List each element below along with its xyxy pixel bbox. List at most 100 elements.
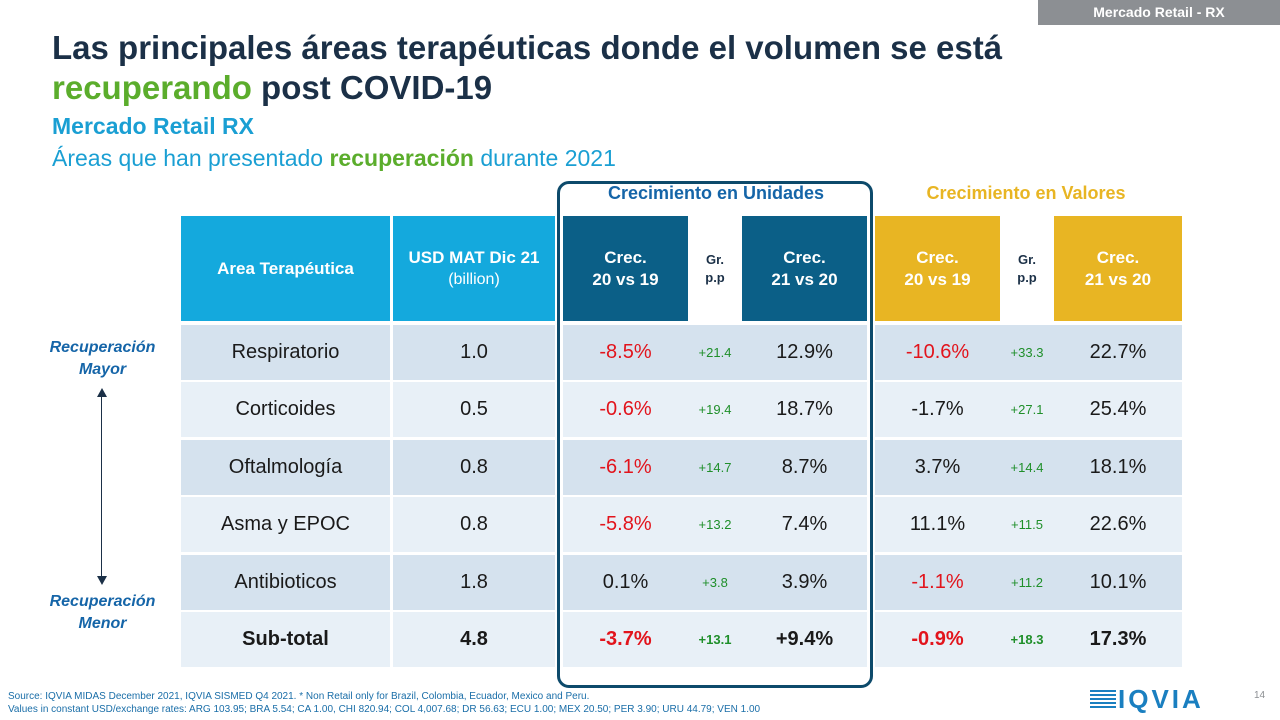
header-area-label: Area Terapéutica bbox=[217, 258, 354, 278]
cell-values-2019: 3.7% bbox=[914, 456, 961, 478]
header-usd: USD MAT Dic 21 (billion) bbox=[393, 216, 555, 321]
cell-values-gr: +11.2 bbox=[1011, 575, 1043, 590]
cell-units-2019-subtotal: -3.7% bbox=[599, 628, 652, 650]
title-highlight: recuperando bbox=[52, 69, 252, 106]
cell-area: Asma y EPOC bbox=[221, 513, 350, 535]
header-period-label: 21 vs 20 bbox=[1084, 269, 1152, 289]
side-label-top-line2: Mayor bbox=[78, 361, 127, 378]
header-values-gr: Gr. p.p bbox=[1002, 216, 1052, 321]
row-background bbox=[181, 382, 1182, 437]
header-values-2019: Crec. 20 vs 19 bbox=[875, 216, 1000, 321]
header-units-2120: Crec. 21 vs 20 bbox=[742, 216, 867, 321]
cell-units-gr: +13.2 bbox=[698, 517, 732, 532]
cell-values-2019: -1.1% bbox=[911, 571, 964, 593]
header-units-2019: Crec. 20 vs 19 bbox=[563, 216, 688, 321]
header-usd-line2: (billion) bbox=[448, 270, 500, 288]
header-period-label: 21 vs 20 bbox=[771, 269, 838, 289]
group-label-units: Crecimiento en Unidades bbox=[607, 183, 825, 203]
cell-usd: 1.0 bbox=[460, 341, 488, 363]
subtitle-2-pre: Áreas que han presentado bbox=[52, 145, 330, 171]
cell-values-gr: +11.5 bbox=[1011, 517, 1043, 532]
group-label-values: Crecimiento en Valores bbox=[926, 183, 1126, 203]
title-line-2: recuperando post COVID-19 bbox=[52, 68, 1002, 108]
header-period-label: 20 vs 19 bbox=[904, 269, 971, 289]
cell-units-2120: 18.7% bbox=[776, 398, 833, 420]
side-label-bottom-line1: Recuperación bbox=[49, 593, 156, 610]
cell-units-2120: 7.4% bbox=[781, 513, 828, 535]
source-line-1: Source: IQVIA MIDAS December 2021, IQVIA… bbox=[8, 691, 590, 702]
cell-units-2019: -6.1% bbox=[599, 456, 652, 478]
cell-area: Oftalmología bbox=[228, 456, 343, 478]
cell-area: Antibioticos bbox=[234, 571, 337, 593]
cell-units-gr: +3.8 bbox=[702, 575, 728, 590]
cell-values-2019: 11.1% bbox=[909, 513, 966, 535]
cell-area-subtotal: Sub-total bbox=[242, 628, 329, 650]
cell-values-gr: +14.4 bbox=[1010, 460, 1044, 475]
page-title: Las principales áreas terapéuticas donde… bbox=[52, 28, 1002, 108]
subtitle-2: Áreas que han presentado recuperación du… bbox=[52, 145, 616, 172]
header-area: Area Terapéutica bbox=[181, 216, 390, 321]
cell-usd: 0.5 bbox=[460, 398, 488, 420]
header-gr-line2: p.p bbox=[1017, 269, 1037, 285]
cell-values-2120: 22.6% bbox=[1089, 513, 1147, 535]
cell-usd: 0.8 bbox=[460, 456, 488, 478]
cell-values-2120: 18.1% bbox=[1089, 456, 1147, 478]
header-gr-line1: Gr. bbox=[1017, 251, 1037, 267]
cell-units-gr: +19.4 bbox=[698, 402, 732, 417]
cell-units-2120: 3.9% bbox=[781, 571, 828, 593]
cell-units-2019: 0.1% bbox=[602, 571, 649, 593]
logo-bars-icon bbox=[1090, 689, 1116, 710]
header-values-2120: Crec. 21 vs 20 bbox=[1054, 216, 1182, 321]
cell-units-gr: +21.4 bbox=[698, 345, 732, 360]
row-background bbox=[181, 497, 1182, 552]
header-crec-label: Crec. bbox=[916, 247, 959, 267]
side-label-top: Recuperación Mayor bbox=[30, 337, 175, 381]
cell-usd-subtotal: 4.8 bbox=[460, 628, 488, 650]
source-line-2: Values in constant USD/exchange rates: A… bbox=[8, 704, 761, 715]
cell-units-2019: -8.5% bbox=[599, 341, 652, 363]
column-divider bbox=[555, 325, 563, 667]
cell-values-2120: 22.7% bbox=[1089, 341, 1147, 363]
header-crec-label: Crec. bbox=[604, 247, 647, 267]
cell-units-2019: -5.8% bbox=[599, 513, 652, 535]
row-background bbox=[181, 440, 1182, 495]
title-line-1: Las principales áreas terapéuticas donde… bbox=[52, 29, 1003, 66]
cell-values-2019-subtotal: -0.9% bbox=[911, 628, 964, 650]
cell-units-gr: +14.7 bbox=[698, 460, 732, 475]
header-period-label: 20 vs 19 bbox=[592, 269, 659, 289]
cell-units-2019: -0.6% bbox=[599, 398, 652, 420]
cell-units-gr-subtotal: +13.1 bbox=[698, 632, 732, 647]
header-usd-line1: USD MAT Dic 21 bbox=[408, 247, 540, 267]
cell-values-2120: 10.1% bbox=[1089, 571, 1147, 593]
cell-values-gr: +27.1 bbox=[1010, 402, 1044, 417]
source-note: Source: IQVIA MIDAS December 2021, IQVIA… bbox=[8, 690, 760, 716]
header-crec-label: Crec. bbox=[1096, 247, 1140, 267]
cell-area: Respiratorio bbox=[231, 341, 340, 363]
cell-units-2120: 12.9% bbox=[776, 341, 833, 363]
cell-values-2019: -1.7% bbox=[911, 398, 964, 420]
header-gr-line1: Gr. bbox=[705, 251, 725, 267]
arrow-line bbox=[101, 396, 102, 576]
cell-values-2120-subtotal: 17.3% bbox=[1089, 628, 1147, 650]
row-background bbox=[181, 325, 1182, 380]
title-rest: post COVID-19 bbox=[251, 69, 493, 106]
iqvia-logo: IQVIA bbox=[1090, 684, 1204, 715]
arrow-down-icon bbox=[97, 576, 107, 585]
arrow-up-icon bbox=[97, 388, 107, 397]
cell-values-2019: -10.6% bbox=[905, 341, 970, 363]
cell-values-gr: +33.3 bbox=[1010, 345, 1044, 360]
header-gr-line2: p.p bbox=[705, 269, 725, 285]
cell-values-gr-subtotal: +18.3 bbox=[1010, 632, 1044, 647]
logo-text: IQVIA bbox=[1118, 684, 1204, 714]
header-crec-label: Crec. bbox=[783, 247, 826, 267]
column-divider bbox=[390, 325, 393, 667]
cell-values-2120: 25.4% bbox=[1089, 398, 1147, 420]
page-number: 14 bbox=[1254, 690, 1266, 701]
cell-area: Corticoides bbox=[235, 398, 336, 420]
section-tag: Mercado Retail - RX bbox=[1038, 0, 1280, 25]
subtitle-2-highlight: recuperación bbox=[329, 145, 474, 171]
cell-usd: 1.8 bbox=[460, 571, 488, 593]
side-label-bottom: Recuperación Menor bbox=[30, 591, 175, 635]
side-label-bottom-line2: Menor bbox=[78, 615, 127, 632]
cell-units-2120: 8.7% bbox=[781, 456, 828, 478]
